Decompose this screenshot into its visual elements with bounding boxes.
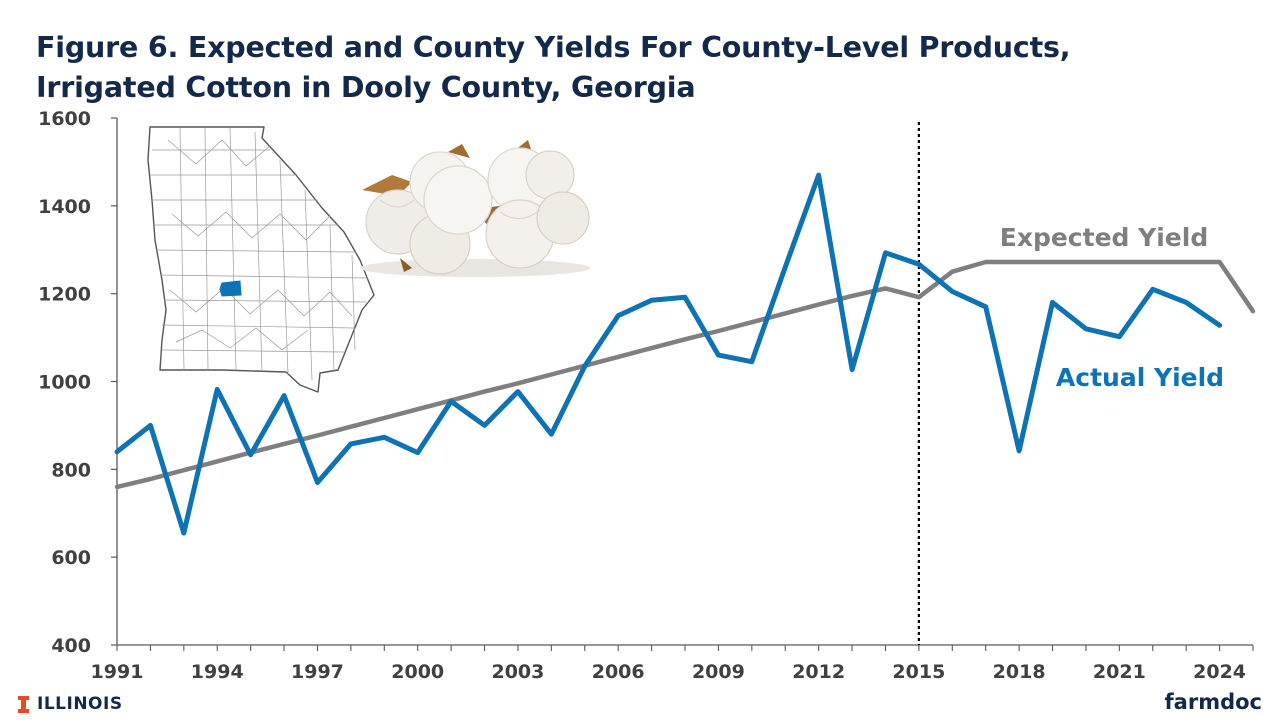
- y-tick-label: 1200: [38, 284, 91, 306]
- y-tick-label: 1600: [38, 108, 91, 130]
- actual-yield-label: Actual Yield: [1056, 363, 1224, 392]
- expected-yield-label: Expected Yield: [1000, 223, 1208, 252]
- x-tick-label: 1994: [191, 661, 244, 683]
- x-tick-label: 2018: [993, 661, 1046, 683]
- x-tick-label: 2024: [1193, 661, 1246, 683]
- cotton-bolls-image: [360, 140, 590, 277]
- dooly-county-highlight: [219, 280, 242, 297]
- x-tick-label: 2015: [892, 661, 945, 683]
- x-tick-label: 2012: [792, 661, 845, 683]
- y-tick-label: 1400: [38, 196, 91, 218]
- x-tick-label: 1997: [291, 661, 344, 683]
- x-tick-label: 2003: [491, 661, 544, 683]
- chart-title-line1: Figure 6. Expected and County Yields For…: [36, 31, 1071, 64]
- x-tick-label: 1991: [91, 661, 144, 683]
- actual-yield-line: [114, 172, 1223, 536]
- x-tick-label: 2000: [391, 661, 444, 683]
- y-tick-label: 1000: [38, 372, 91, 394]
- x-tick-label: 2021: [1093, 661, 1146, 683]
- x-tick-label: 2006: [592, 661, 645, 683]
- farmdoc-logo: farmdoc: [1164, 690, 1262, 714]
- chart-title: Figure 6. Expected and County Yields For…: [36, 28, 1071, 108]
- y-tick-label: 600: [51, 547, 91, 569]
- y-tick-label: 800: [51, 459, 91, 481]
- x-tick-label: 2009: [692, 661, 745, 683]
- illinois-wordmark: ILLINOIS: [37, 694, 123, 714]
- chart-axes: 400 600 800 1000 1200 1400 1600 1991 1994 1997 200…: [38, 108, 1254, 683]
- illinois-block-i-icon: [18, 695, 29, 713]
- chart-title-line2: Irrigated Cotton in Dooly County, Georgi…: [36, 71, 696, 104]
- y-tick-label: 400: [51, 635, 91, 657]
- georgia-county-map-image: [147, 126, 375, 393]
- illinois-logo: ILLINOIS: [18, 694, 123, 714]
